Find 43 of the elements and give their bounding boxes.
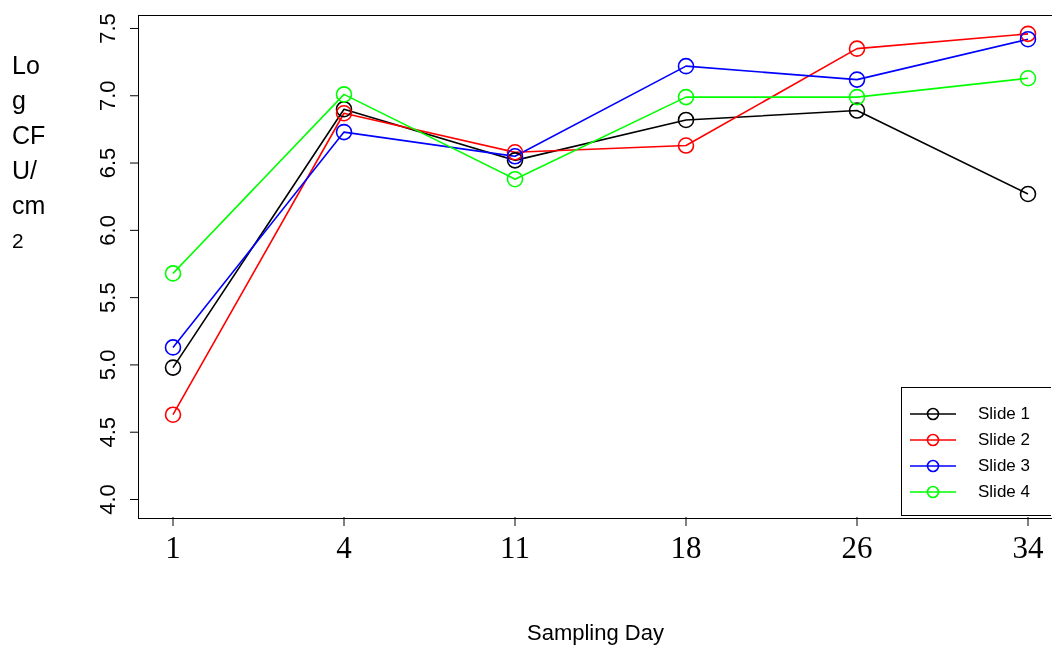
point <box>677 137 695 154</box>
point <box>1019 30 1037 48</box>
legend-label: Slide 1 <box>978 404 1030 424</box>
point <box>335 86 353 103</box>
x-tick-label: 34 <box>1012 530 1044 565</box>
x-tick-label: 4 <box>336 530 353 565</box>
y-tick-label: 5.0 <box>95 349 121 381</box>
legend-label: Slide 3 <box>978 456 1030 476</box>
point <box>506 152 524 169</box>
point <box>164 359 182 376</box>
x-tick-label: 11 <box>500 530 530 565</box>
x-tick-label: 26 <box>841 530 873 565</box>
point <box>677 111 695 129</box>
point <box>164 265 182 282</box>
legend-label: Slide 4 <box>978 482 1030 502</box>
point <box>335 104 353 122</box>
point <box>848 102 866 119</box>
point <box>1019 69 1037 87</box>
point <box>848 40 866 57</box>
point <box>848 88 866 106</box>
point <box>506 143 524 161</box>
y-tick-label: 6.0 <box>95 215 121 246</box>
y-tick-label: 4.0 <box>95 484 121 515</box>
point <box>1019 25 1037 43</box>
point <box>848 71 866 88</box>
point <box>164 339 182 356</box>
x-tick-label: 18 <box>670 530 702 565</box>
point <box>335 100 353 118</box>
y-tick-label: 4.5 <box>95 416 121 448</box>
point <box>164 406 182 424</box>
point <box>1019 185 1037 203</box>
point <box>506 148 524 165</box>
point <box>677 57 695 75</box>
point <box>677 88 695 106</box>
x-tick-label: 1 <box>165 530 181 565</box>
point <box>506 170 524 188</box>
x-axis-title: Sampling Day <box>527 620 664 645</box>
legend-label: Slide 2 <box>978 430 1030 450</box>
y-tick-label: 5.5 <box>95 282 121 313</box>
point <box>335 123 353 141</box>
y-tick-label: 7.5 <box>95 13 121 44</box>
y-tick-label: 6.5 <box>95 147 121 179</box>
y-tick-label: 7.0 <box>95 80 121 112</box>
